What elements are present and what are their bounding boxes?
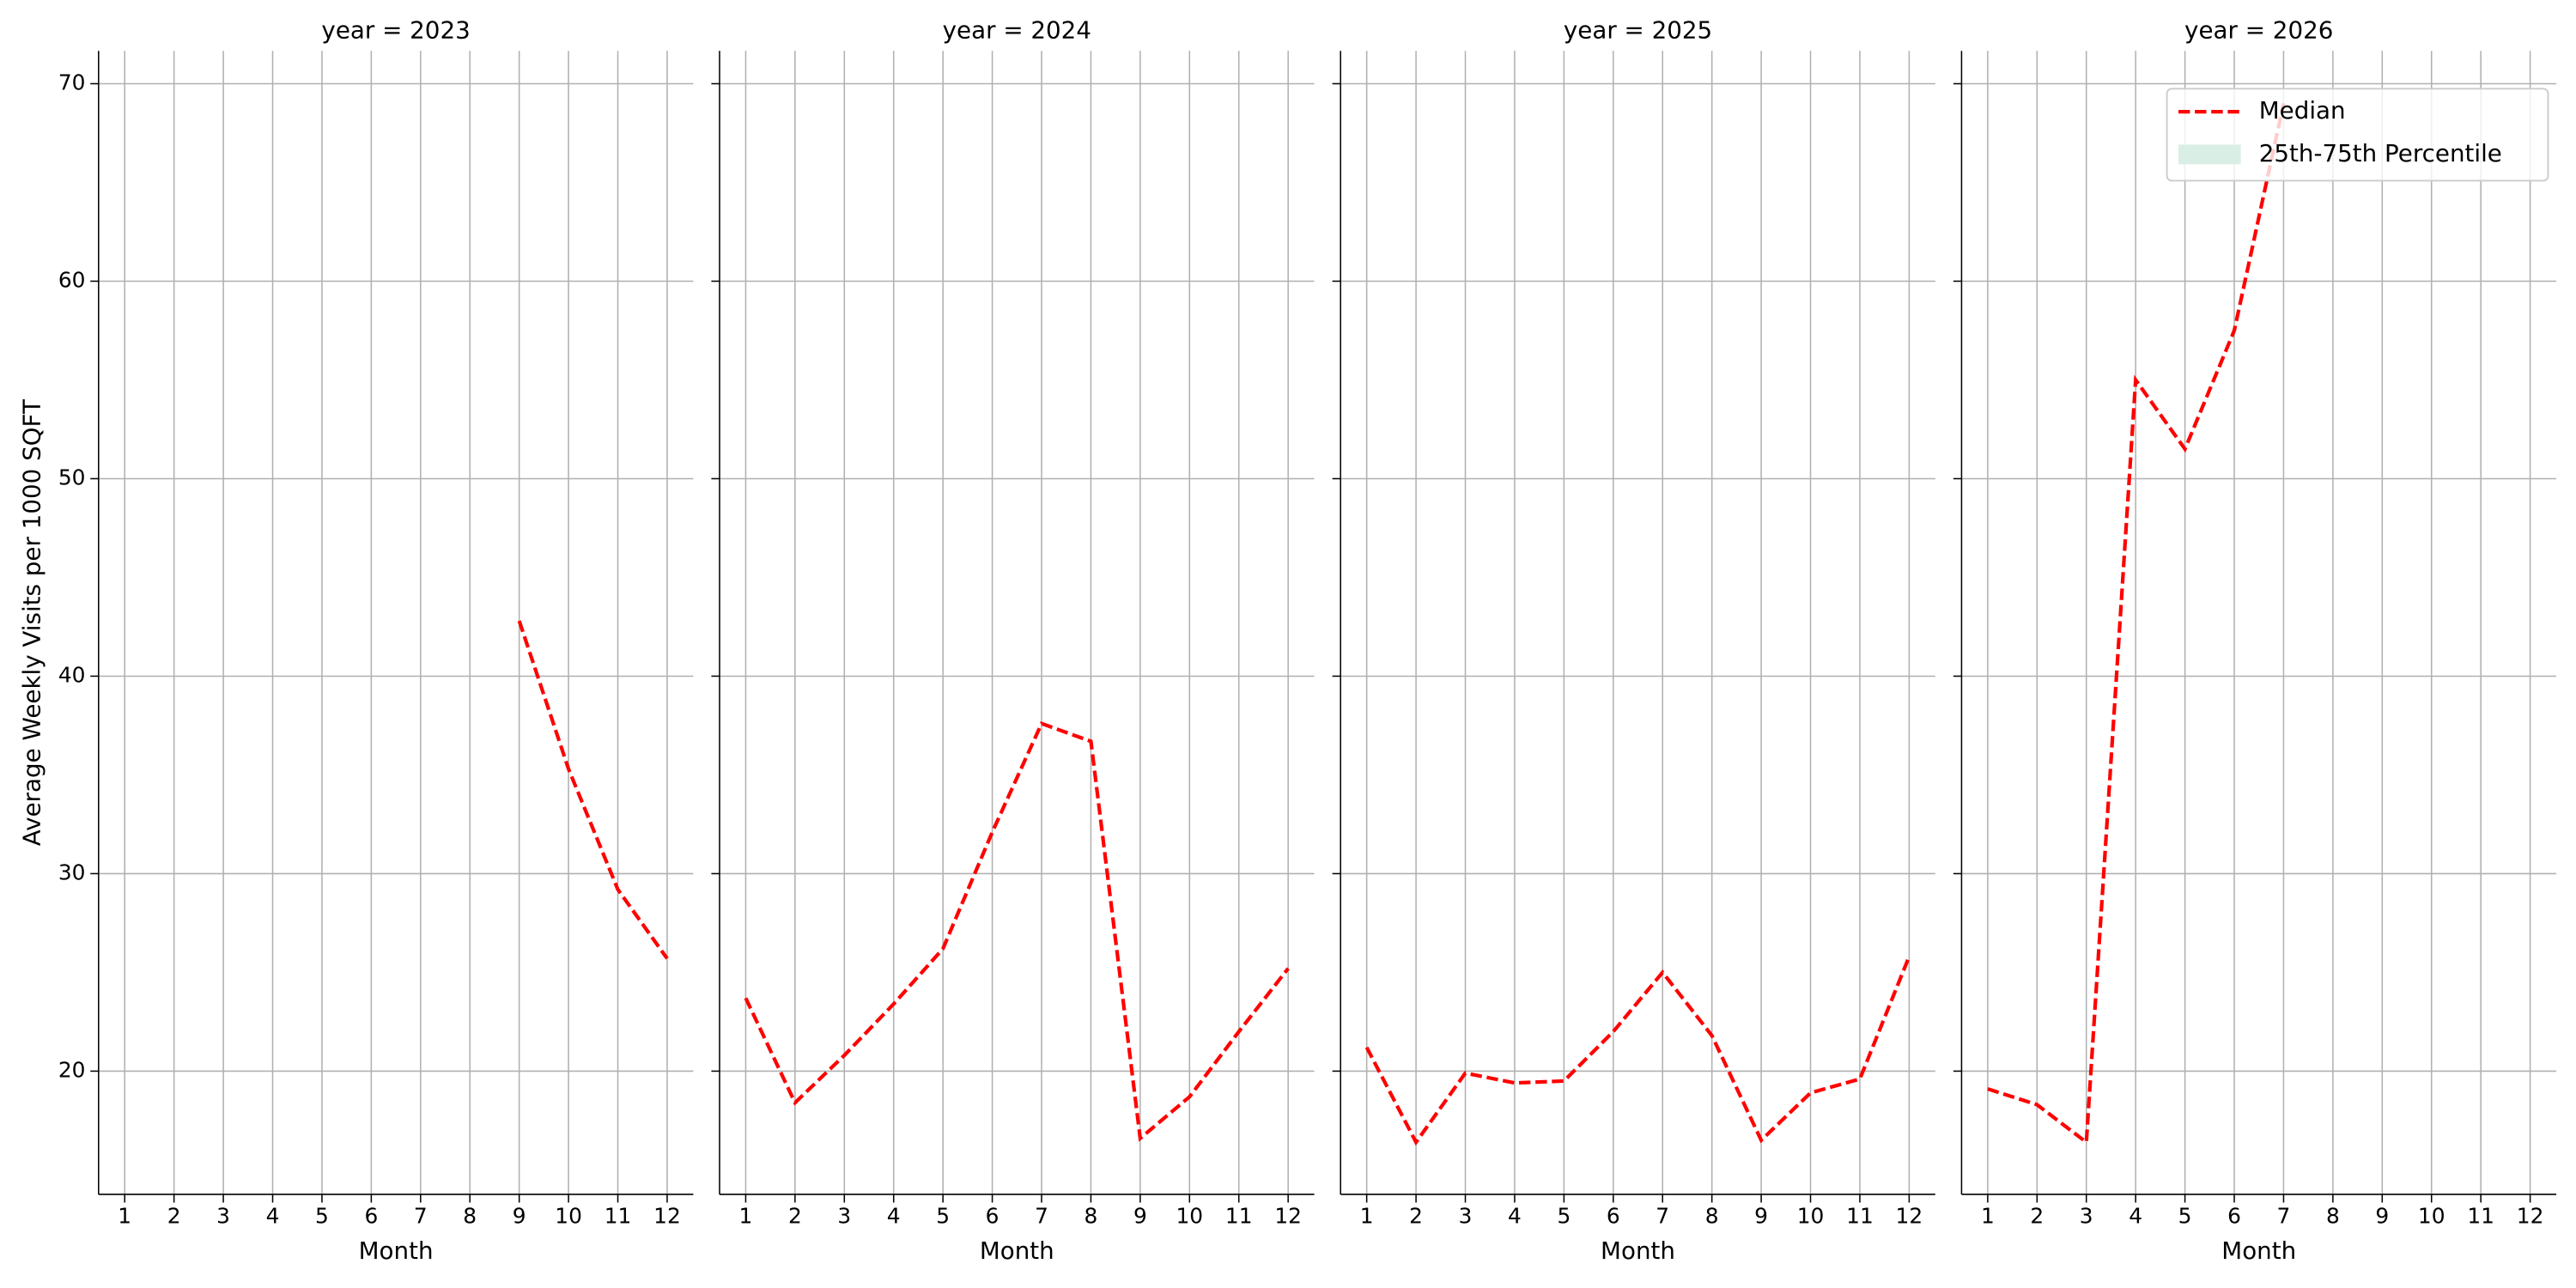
x-tick-label: 2 [2030,1204,2044,1229]
panel-title: year = 2024 [943,15,1091,44]
x-tick-label: 10 [555,1204,582,1229]
x-tick-label: 2 [1409,1204,1423,1229]
legend-patch [2178,144,2241,165]
x-tick-label: 11 [1225,1204,1253,1229]
x-tick-label: 1 [1360,1204,1374,1229]
x-tick-label: 8 [1084,1204,1098,1229]
median-line [1987,103,2286,1146]
x-axis-label: Month [1601,1236,1675,1265]
x-tick-label: 5 [936,1204,950,1229]
median-line [517,620,669,960]
x-tick-label: 5 [1557,1204,1571,1229]
x-tick-label: 4 [1508,1204,1522,1229]
x-tick-label: 10 [1176,1204,1203,1229]
y-tick-label: 60 [58,267,86,292]
x-axis-label: Month [2221,1236,2296,1265]
x-tick-label: 11 [605,1204,632,1229]
x-tick-label: 9 [2375,1204,2389,1229]
x-tick-label: 9 [1133,1204,1147,1229]
x-tick-label: 1 [118,1204,131,1229]
x-tick-label: 10 [2418,1204,2445,1229]
median-line [1364,956,1911,1146]
x-tick-label: 3 [1459,1204,1473,1229]
x-tick-label: 1 [1981,1204,1995,1229]
y-axis-label: Average Weekly Visits per 1000 SQFT [17,398,46,846]
x-tick-label: 2 [167,1204,181,1229]
x-tick-label: 12 [653,1204,681,1229]
x-tick-label: 12 [1274,1204,1302,1229]
median-line [744,721,1290,1142]
x-axis-label: Month [980,1236,1054,1265]
x-tick-label: 7 [414,1204,428,1229]
x-tick-label: 7 [1035,1204,1048,1229]
x-tick-label: 12 [2517,1204,2544,1229]
y-tick-label: 70 [58,70,86,94]
y-tick-label: 40 [58,662,86,687]
x-tick-label: 12 [1896,1204,1923,1229]
x-tick-label: 6 [1607,1204,1620,1229]
x-tick-label: 4 [266,1204,280,1229]
panel-title: year = 2026 [2184,15,2333,44]
x-tick-label: 6 [986,1204,999,1229]
y-tick-label: 50 [58,465,86,489]
panel-title: year = 2023 [321,15,470,44]
x-tick-label: 7 [2277,1204,2291,1229]
x-tick-label: 8 [2326,1204,2340,1229]
x-tick-label: 6 [364,1204,378,1229]
x-tick-label: 1 [739,1204,753,1229]
panel-title: year = 2025 [1564,15,1712,44]
legend-box [2166,88,2549,182]
x-tick-label: 11 [2467,1204,2494,1229]
x-tick-label: 9 [513,1204,526,1229]
x-tick-label: 3 [837,1204,851,1229]
x-tick-label: 10 [1797,1204,1825,1229]
x-tick-label: 9 [1754,1204,1768,1229]
x-tick-label: 6 [2227,1204,2241,1229]
y-tick-label: 20 [58,1057,86,1082]
y-tick-label: 30 [58,860,86,884]
x-tick-label: 5 [315,1204,329,1229]
legend: Median 25th-75th Percentile [2166,88,2549,182]
x-tick-label: 3 [2080,1204,2093,1229]
x-tick-label: 5 [2178,1204,2192,1229]
x-tick-label: 4 [2129,1204,2142,1229]
legend-label: 25th-75th Percentile [2259,139,2502,167]
x-axis-label: Month [359,1236,434,1265]
x-tick-label: 8 [463,1204,477,1229]
x-tick-label: 2 [788,1204,802,1229]
x-tick-label: 3 [216,1204,230,1229]
x-tick-label: 4 [887,1204,901,1229]
legend-label: Median [2259,96,2346,125]
x-tick-label: 7 [1656,1204,1669,1229]
x-tick-label: 8 [1705,1204,1719,1229]
x-tick-label: 11 [1846,1204,1874,1229]
